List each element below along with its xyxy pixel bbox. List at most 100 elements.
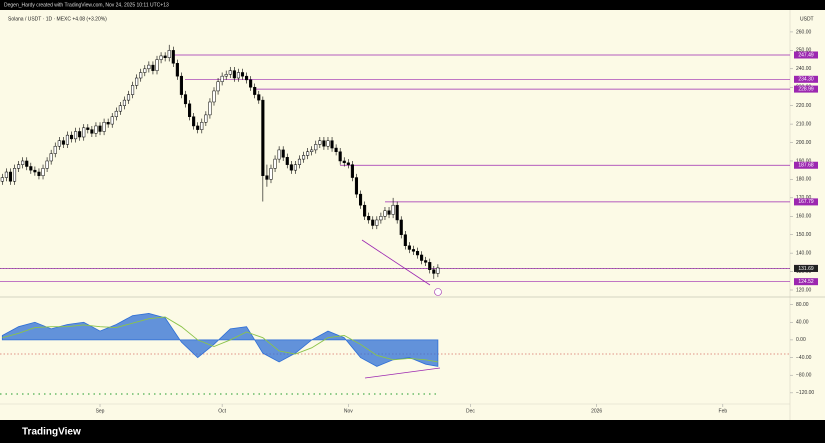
candle-body bbox=[318, 140, 322, 145]
candle-body bbox=[346, 162, 350, 165]
level-label: 234.30 bbox=[798, 77, 814, 83]
y-tick-label: 220.00 bbox=[796, 103, 812, 109]
candle-body bbox=[424, 260, 428, 263]
candle-body bbox=[25, 160, 29, 167]
candle-body bbox=[281, 149, 285, 158]
candle-body bbox=[354, 177, 359, 195]
x-tick-label: Nov bbox=[344, 408, 353, 414]
candle-body bbox=[342, 160, 346, 164]
x-tick-label: Sep bbox=[96, 408, 105, 414]
level-label-box bbox=[794, 75, 818, 83]
candle-body bbox=[151, 64, 155, 71]
level-label-box bbox=[794, 85, 818, 93]
level-label-box bbox=[794, 278, 818, 286]
candle-body bbox=[367, 216, 371, 221]
candle-body bbox=[326, 140, 330, 147]
y-tick-label: 250.00 bbox=[796, 48, 812, 54]
candle-body bbox=[65, 134, 70, 145]
candle-body bbox=[147, 64, 151, 70]
level-label: 124.52 bbox=[798, 279, 814, 285]
candle-body bbox=[37, 171, 41, 176]
candle-body bbox=[224, 74, 228, 77]
y-tick-label: 260.00 bbox=[796, 29, 812, 35]
unit-label: USDT bbox=[800, 16, 814, 22]
candle-body bbox=[135, 77, 139, 86]
y-tick-label: −40.00 bbox=[796, 355, 812, 361]
candle-body bbox=[334, 147, 338, 152]
candle-body bbox=[293, 164, 297, 171]
candle-body bbox=[188, 103, 192, 117]
candle-body bbox=[78, 131, 82, 138]
candle-body bbox=[82, 127, 86, 138]
trend-line bbox=[361, 239, 431, 286]
candle-body bbox=[102, 122, 106, 132]
candle-body bbox=[212, 90, 216, 103]
level-label: 187.68 bbox=[798, 163, 814, 169]
brand-logo: TradingView bbox=[22, 427, 81, 438]
candle-body bbox=[0, 177, 4, 182]
candle-body bbox=[232, 70, 236, 79]
candle-body bbox=[420, 254, 424, 261]
candle-body bbox=[383, 210, 387, 217]
y-tick-label: −120.00 bbox=[796, 390, 814, 396]
candle-body bbox=[61, 140, 65, 145]
candle-body bbox=[131, 85, 135, 95]
candle-body bbox=[220, 75, 224, 82]
candle-body bbox=[228, 70, 232, 75]
candle-body bbox=[204, 114, 208, 123]
candle-body bbox=[257, 94, 261, 101]
candle-body bbox=[432, 269, 436, 274]
candle-body bbox=[179, 75, 183, 95]
candle-body bbox=[289, 164, 293, 171]
candle-body bbox=[12, 168, 17, 182]
y-tick-label: 160.00 bbox=[796, 214, 812, 220]
marker-circle bbox=[434, 288, 442, 296]
candle-body bbox=[436, 267, 440, 274]
candle-body bbox=[49, 153, 53, 162]
candle-body bbox=[98, 125, 102, 132]
candle-body bbox=[106, 122, 110, 125]
candle-body bbox=[192, 116, 196, 127]
signal-line bbox=[2, 316, 438, 363]
candle-body bbox=[285, 157, 289, 165]
candle-body bbox=[302, 155, 306, 160]
candle-body bbox=[200, 122, 204, 130]
candle-body bbox=[94, 125, 98, 134]
candle-body bbox=[163, 55, 167, 58]
candle-body bbox=[41, 168, 45, 176]
candle-body bbox=[126, 94, 131, 101]
candle-body bbox=[74, 131, 78, 140]
candle-body bbox=[21, 160, 25, 165]
y-tick-label: 120.00 bbox=[796, 287, 812, 293]
candle-body bbox=[245, 75, 249, 81]
level-label-box bbox=[794, 161, 818, 169]
candle-body bbox=[240, 72, 245, 77]
candle-body bbox=[249, 79, 253, 88]
candle-body bbox=[86, 127, 90, 130]
y-tick-label: 80.00 bbox=[796, 302, 809, 308]
candle-body bbox=[265, 175, 269, 180]
candle-body bbox=[159, 55, 163, 60]
candle-body bbox=[4, 171, 8, 178]
y-tick-label: 140.00 bbox=[796, 250, 812, 256]
candle-body bbox=[273, 158, 277, 169]
candle-body bbox=[297, 158, 302, 165]
x-tick-label: Oct bbox=[218, 408, 226, 414]
candle-body bbox=[395, 204, 399, 221]
last-price-box bbox=[794, 264, 818, 272]
candle-body bbox=[122, 99, 126, 106]
last-price-label: 131.69 bbox=[798, 266, 814, 272]
candle-body bbox=[330, 140, 334, 149]
candle-body bbox=[358, 193, 363, 206]
level-label: 167.79 bbox=[798, 199, 814, 205]
candle-body bbox=[57, 140, 61, 147]
candle-body bbox=[411, 249, 416, 252]
candle-body bbox=[269, 168, 273, 180]
candle-body bbox=[69, 134, 74, 140]
y-tick-label: 170.00 bbox=[796, 195, 812, 201]
candle-body bbox=[350, 164, 354, 178]
x-tick-label: 2026 bbox=[591, 408, 602, 414]
candle-body bbox=[261, 99, 265, 176]
